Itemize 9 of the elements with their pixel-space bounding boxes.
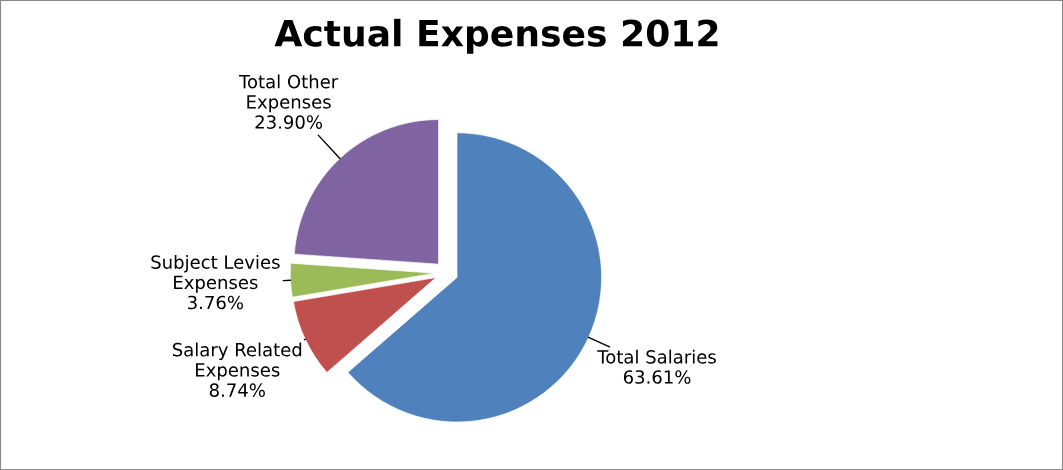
slice-label: Total Other Expenses bbox=[238, 74, 339, 113]
data-label: 3.76% bbox=[188, 295, 244, 310]
chart-title: Actual Expenses 2012 bbox=[274, 18, 718, 54]
data-label: 63.61% bbox=[623, 370, 691, 384]
data-label: 23.90% bbox=[255, 115, 323, 129]
slice-label: Salary Related Expenses bbox=[172, 342, 302, 381]
slice-label: Subject Levies Expenses bbox=[151, 254, 280, 293]
data-label: 8.74% bbox=[209, 383, 265, 397]
slice-label: Total Salaries bbox=[597, 349, 716, 364]
